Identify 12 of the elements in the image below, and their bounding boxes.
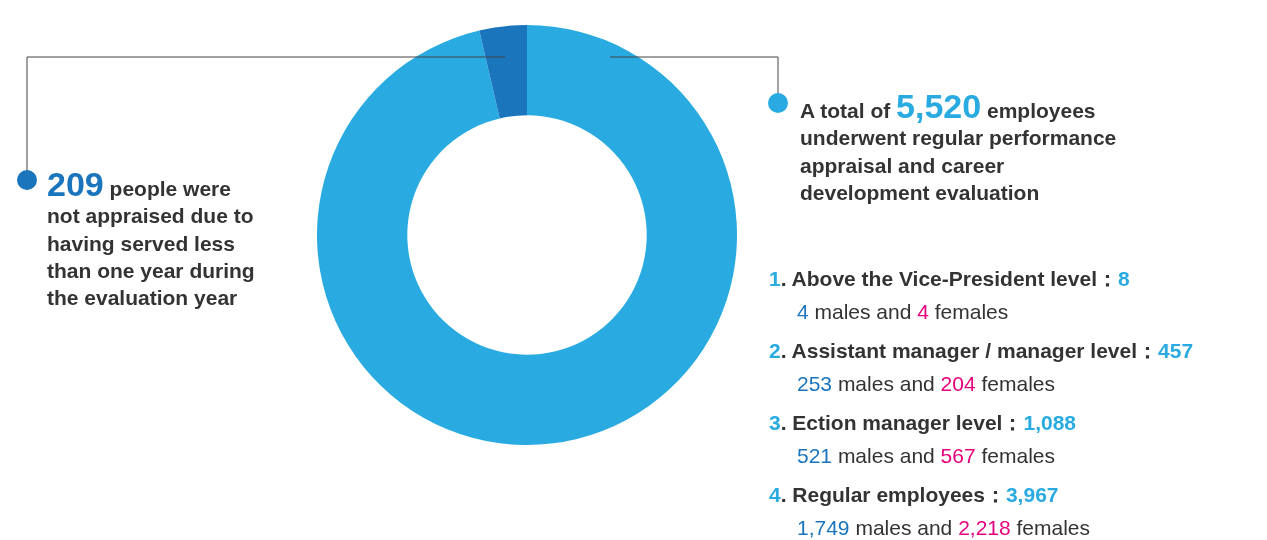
donut-slice [317, 25, 737, 445]
text: 521 males and 567 females [797, 444, 1056, 467]
text: 2. Assistant manager / manager level：457 [769, 339, 1194, 362]
text: 3. Ection manager level：1,088 [769, 411, 1077, 434]
text: 4. Regular employees：3,967 [769, 483, 1059, 506]
text: 1. Above the Vice-President level：8 [769, 267, 1130, 290]
donut-slice [479, 25, 527, 119]
text: 1,749 males and 2,218 females [797, 516, 1091, 539]
text: 209 people were not appraised due to having served less than one year during the evaluation year [47, 165, 255, 310]
text: 4 males and 4 females [797, 300, 1009, 323]
text: A total of 5,520 employees underwent regular performance appraisal and career development evaluation [800, 87, 1117, 204]
text: 253 males and 204 females [797, 372, 1056, 395]
